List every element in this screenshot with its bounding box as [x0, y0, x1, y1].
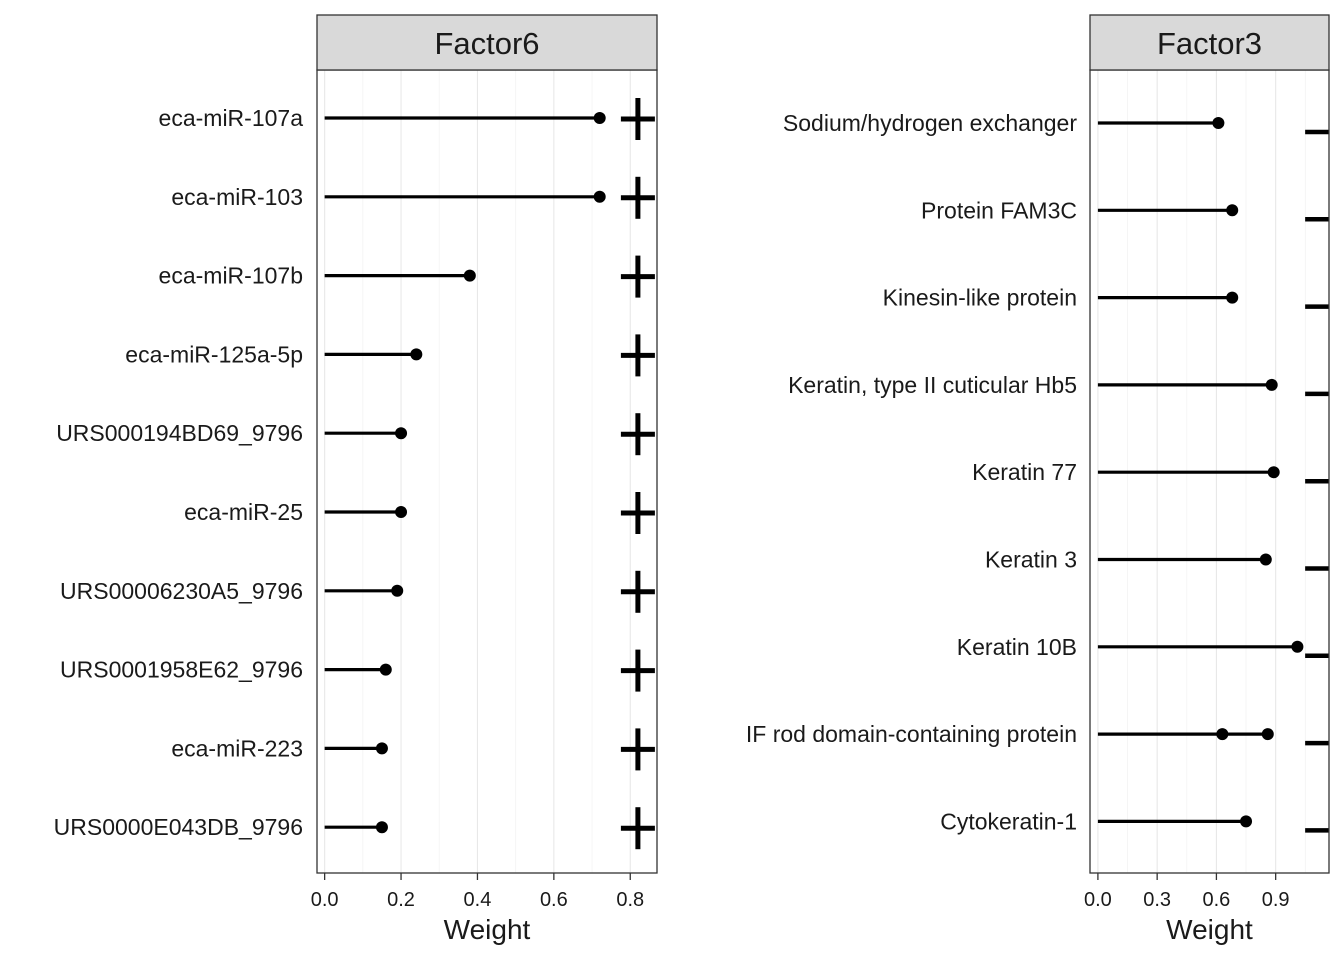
lollipop-point: [1212, 117, 1225, 129]
lollipop-point: [410, 348, 423, 361]
facet-title: Factor6: [434, 26, 539, 61]
facet-strip: [316, 14, 658, 71]
panel-background: [317, 70, 657, 873]
lollipop-point: [379, 663, 392, 676]
lollipop-point: [1240, 815, 1253, 828]
category-label: Cytokeratin-1: [940, 808, 1077, 834]
lollipop-point: [1259, 553, 1272, 566]
lollipop-point: [463, 269, 476, 282]
lollipop-point: [1261, 728, 1274, 741]
x-tick-label: 0.4: [464, 889, 492, 911]
x-tick-label: 0.6: [1203, 889, 1231, 911]
x-tick-label: 0.0: [1084, 889, 1112, 911]
category-label: Kinesin-like protein: [883, 285, 1077, 311]
lollipop-point: [375, 821, 388, 834]
lollipop-point: [593, 112, 606, 124]
category-label: eca-miR-223: [171, 735, 303, 761]
lollipop-point: [1226, 204, 1239, 217]
x-tick-label: 0.2: [387, 889, 415, 911]
lollipop-point: [1216, 728, 1229, 741]
facet-strip: [1089, 14, 1330, 71]
category-label: URS0001958E62_9796: [60, 657, 303, 683]
facet-title: Factor3: [1157, 26, 1262, 61]
category-label: IF rod domain-containing protein: [746, 721, 1077, 747]
category-label: eca-miR-125a-5p: [125, 341, 303, 367]
x-axis-title: Weight: [444, 914, 531, 945]
category-label: Keratin 3: [985, 547, 1077, 573]
x-tick-label: 0.9: [1262, 889, 1290, 911]
lollipop-point: [375, 742, 388, 755]
lollipop-point: [1265, 378, 1278, 391]
x-tick-label: 0.6: [540, 889, 568, 911]
category-label: Protein FAM3C: [921, 197, 1077, 223]
category-label: eca-miR-103: [171, 184, 303, 210]
category-label: Keratin 77: [972, 459, 1077, 485]
lollipop-point: [593, 190, 606, 203]
lollipop-point: [391, 584, 404, 597]
category-label: Keratin, type II cuticular Hb5: [788, 372, 1077, 398]
category-label: eca-miR-107a: [159, 105, 304, 131]
category-label: URS000194BD69_9796: [56, 420, 303, 446]
category-label: URS0000E043DB_9796: [54, 814, 303, 840]
x-tick-label: 0.3: [1143, 889, 1171, 911]
category-label: Sodium/hydrogen exchanger: [783, 110, 1077, 136]
lollipop-point: [1291, 640, 1304, 653]
category-label: eca-miR-107b: [159, 263, 303, 289]
x-tick-label: 0.8: [616, 889, 644, 911]
x-axis-title: Weight: [1166, 914, 1253, 945]
lollipop-point: [395, 427, 408, 440]
category-label: Keratin 10B: [957, 634, 1077, 660]
lollipop-point: [1267, 466, 1280, 479]
category-label: URS00006230A5_9796: [60, 578, 303, 604]
x-tick-label: 0.0: [311, 889, 339, 911]
category-label: eca-miR-25: [184, 499, 303, 525]
lollipop-point: [1226, 291, 1239, 304]
lollipop-point: [395, 506, 408, 518]
